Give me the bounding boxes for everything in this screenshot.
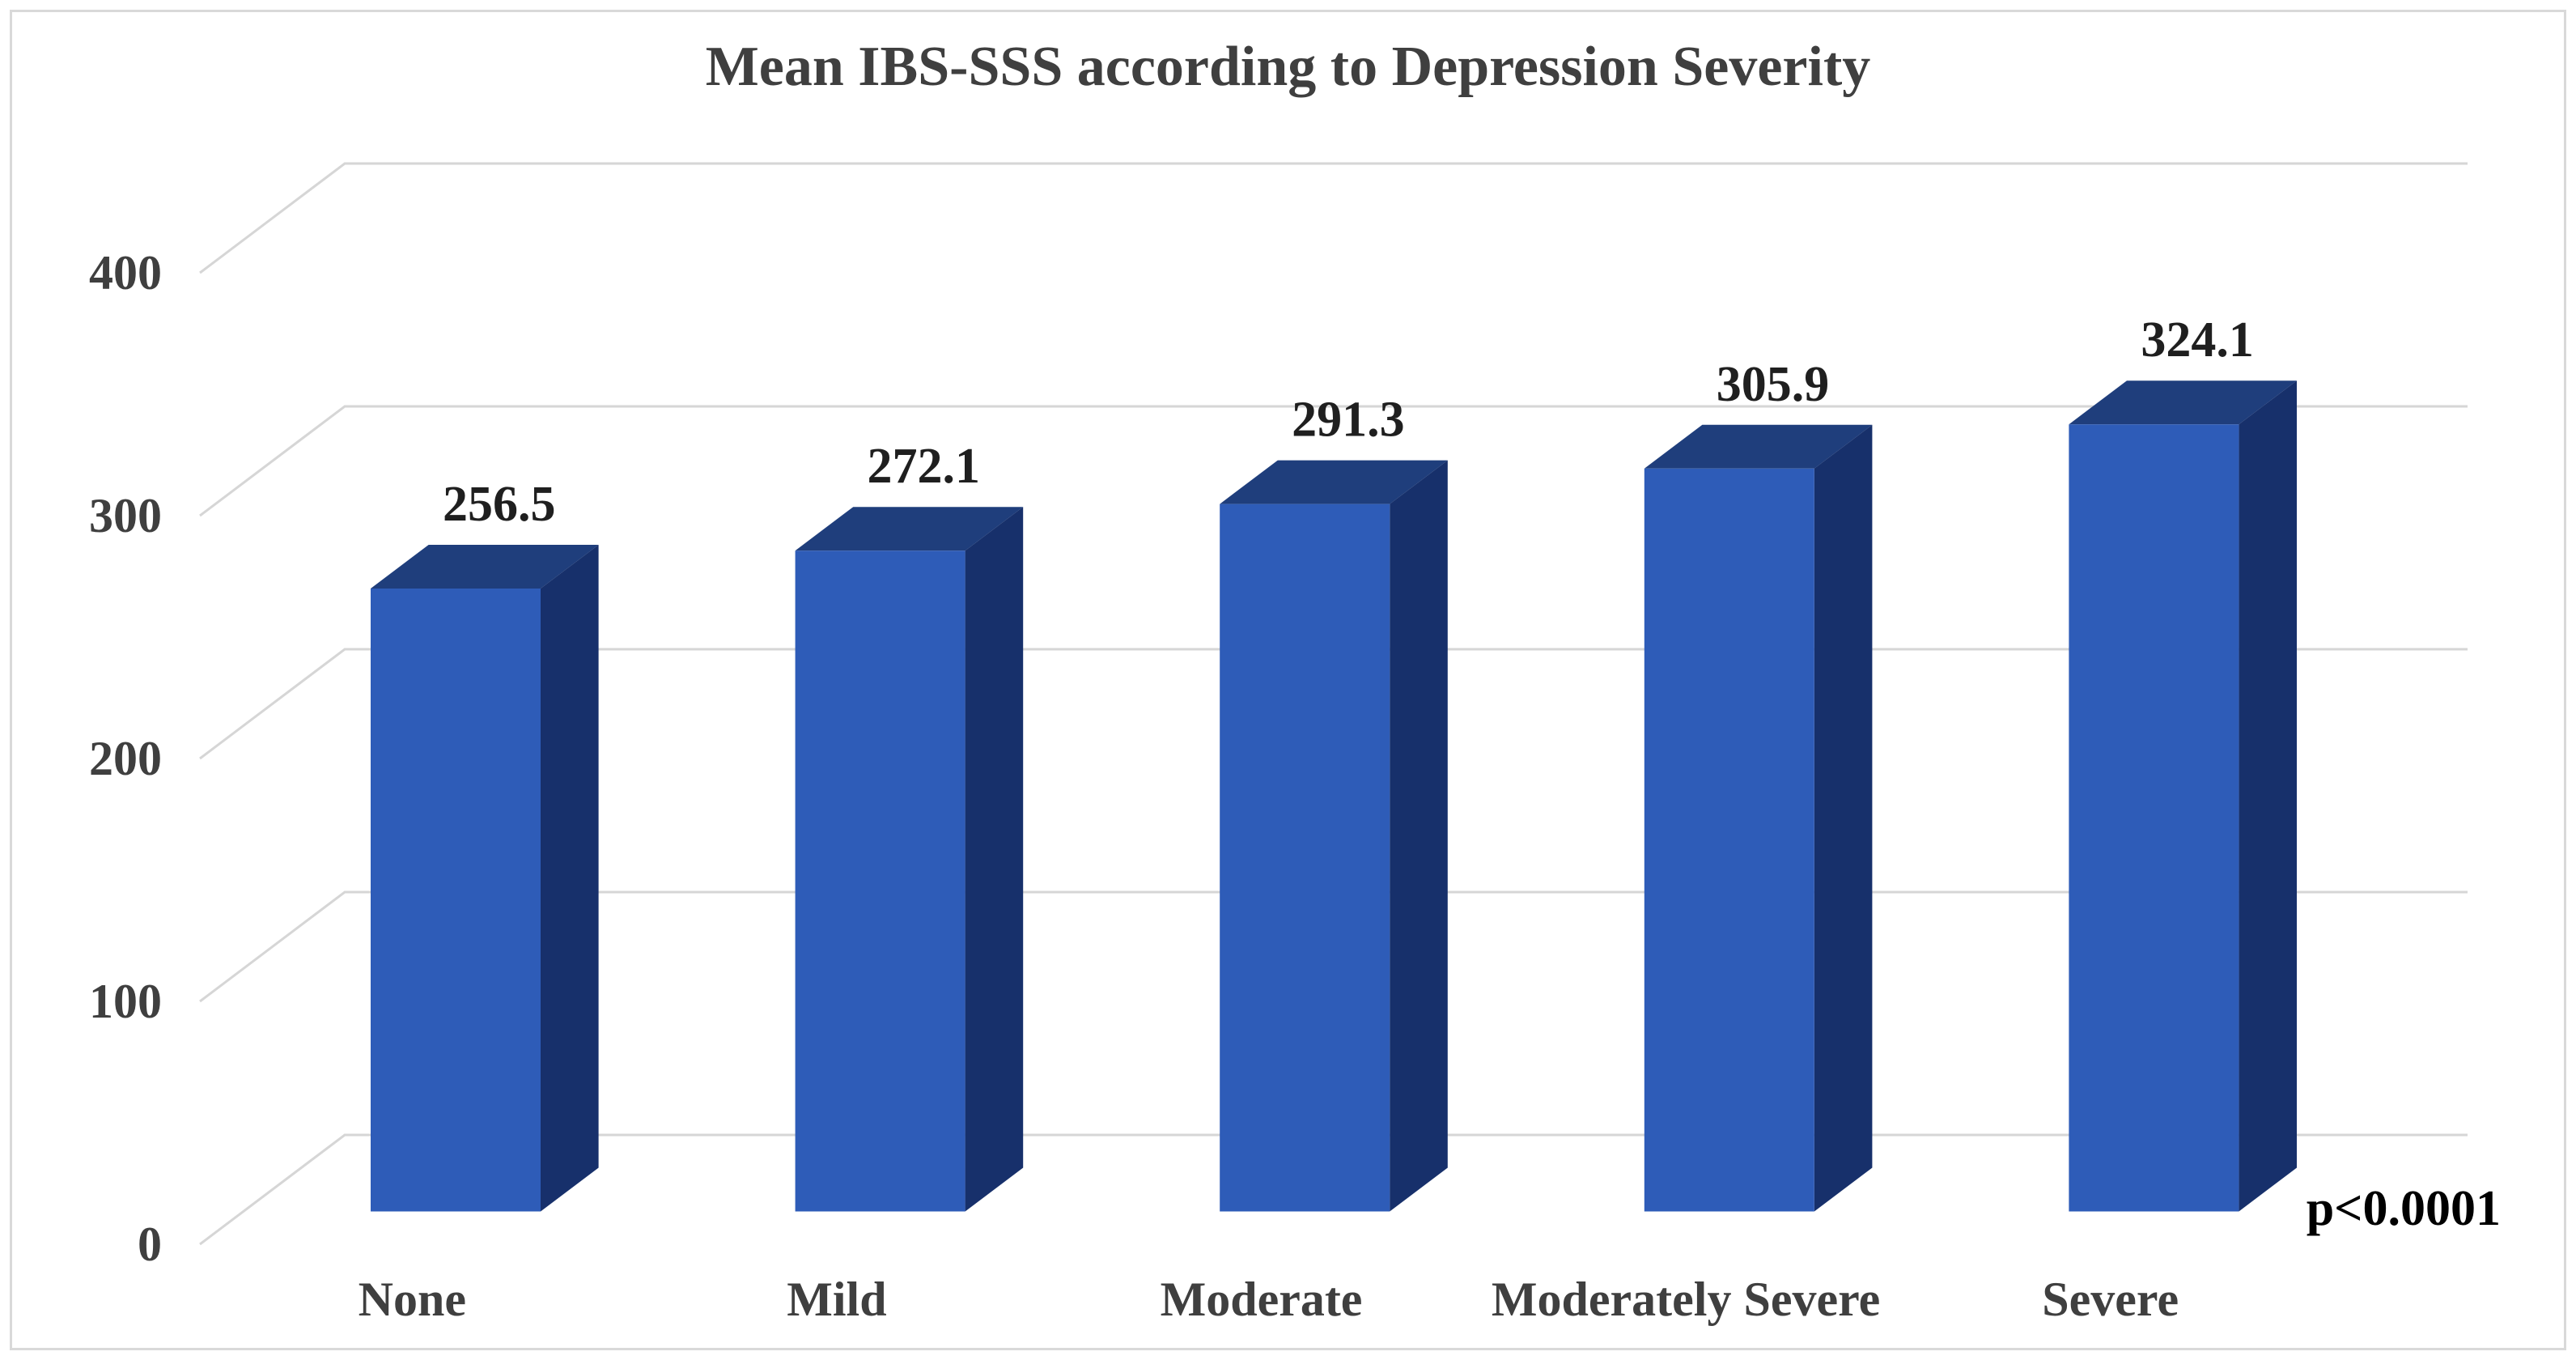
bar-column-moderately-severe — [1644, 424, 1873, 1212]
y-axis-tick-labels: 0 100 200 300 400 — [89, 246, 162, 1271]
bar-front-face — [2069, 424, 2239, 1212]
tick-label-400: 400 — [89, 246, 162, 300]
value-label-moderately-severe: 305.9 — [1717, 357, 1830, 412]
bar-side-face — [1814, 424, 1873, 1212]
labels: 256.5 None 272.1 Mild 291.3 Moderate 305.9 Mode… — [359, 312, 2254, 1326]
chart-title: Mean IBS-SSS according to Depression Sev… — [705, 36, 1871, 98]
bar-front-face — [371, 589, 541, 1212]
category-label-moderate: Moderate — [1161, 1273, 1363, 1326]
bar-front-face — [1220, 504, 1390, 1212]
bar-top-face — [795, 507, 1024, 551]
value-label-severe: 324.1 — [2141, 312, 2254, 368]
tick-label-200: 200 — [89, 732, 162, 785]
bar-side-face — [965, 507, 1024, 1212]
tick-label-0: 0 — [138, 1218, 162, 1271]
value-label-mild: 272.1 — [868, 439, 981, 494]
bar-side-face — [1390, 460, 1448, 1212]
gridline-400 — [199, 162, 2468, 274]
category-label-moderately-severe: Moderately Severe — [1492, 1273, 1880, 1326]
tick-label-300: 300 — [89, 489, 162, 542]
category-label-severe: Severe — [2042, 1273, 2179, 1326]
bar-top-face — [371, 545, 599, 589]
tick-label-100: 100 — [89, 975, 162, 1028]
bar-column-none — [371, 545, 599, 1212]
bar-column-severe — [2069, 380, 2297, 1212]
bar-top-face — [1220, 460, 1448, 504]
bar-top-face — [1644, 424, 1873, 469]
value-label-moderate: 291.3 — [1292, 393, 1405, 448]
bar-column-mild — [795, 507, 1024, 1212]
bar-side-face — [2239, 380, 2297, 1212]
bar-side-face — [541, 545, 599, 1212]
bars — [371, 380, 2297, 1212]
category-label-none: None — [359, 1273, 466, 1326]
p-value-annotation: p<0.0001 — [2306, 1181, 2501, 1236]
bar-front-face — [795, 550, 965, 1212]
bar-front-face — [1644, 468, 1814, 1212]
bar-column-moderate — [1220, 460, 1448, 1212]
bar-top-face — [2069, 380, 2297, 425]
gridline-300 — [199, 405, 2468, 517]
category-label-mild: Mild — [787, 1273, 886, 1326]
value-label-none: 256.5 — [443, 477, 556, 532]
